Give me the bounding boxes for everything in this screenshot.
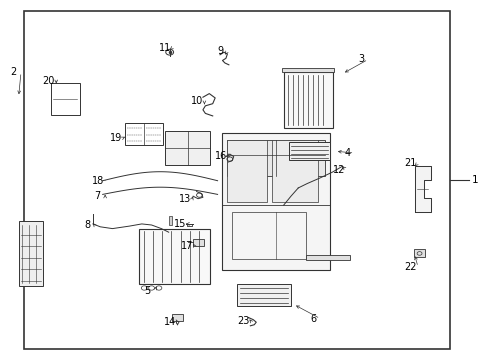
Text: 2: 2 <box>11 67 17 77</box>
Text: 11: 11 <box>159 42 171 53</box>
Bar <box>413 249 424 257</box>
Text: 22: 22 <box>404 262 416 272</box>
Text: 21: 21 <box>404 158 416 168</box>
Bar <box>51 83 80 115</box>
Bar <box>283 72 332 128</box>
Bar <box>271 140 317 202</box>
Text: 3: 3 <box>357 54 363 64</box>
Bar <box>227 140 266 202</box>
Bar <box>139 229 210 284</box>
Bar <box>281 68 334 72</box>
Text: 13: 13 <box>178 194 191 204</box>
Bar <box>19 221 43 286</box>
Text: 5: 5 <box>144 286 150 296</box>
Bar <box>125 123 163 145</box>
Text: 8: 8 <box>84 220 90 230</box>
Text: 18: 18 <box>91 176 104 186</box>
Bar <box>305 255 349 260</box>
Polygon shape <box>414 166 430 212</box>
Bar <box>168 216 171 225</box>
Text: 17: 17 <box>180 240 193 251</box>
Bar <box>227 140 325 176</box>
Text: 19: 19 <box>110 132 122 143</box>
Bar <box>232 212 305 259</box>
Text: 15: 15 <box>173 219 186 229</box>
Text: 23: 23 <box>237 316 249 326</box>
Text: 16: 16 <box>214 150 227 161</box>
Bar <box>172 314 183 321</box>
Text: 20: 20 <box>42 76 55 86</box>
Bar <box>237 284 290 306</box>
Text: 1: 1 <box>471 175 478 185</box>
Bar <box>193 239 203 246</box>
Bar <box>24 11 449 349</box>
Bar <box>288 142 329 160</box>
Text: 4: 4 <box>344 148 349 158</box>
Text: 14: 14 <box>163 317 176 327</box>
Text: 7: 7 <box>95 191 101 201</box>
Bar <box>165 131 210 165</box>
Text: 9: 9 <box>217 46 223 56</box>
Text: 6: 6 <box>309 314 315 324</box>
Text: 10: 10 <box>190 96 203 106</box>
Text: 12: 12 <box>332 165 345 175</box>
Bar <box>222 133 329 270</box>
